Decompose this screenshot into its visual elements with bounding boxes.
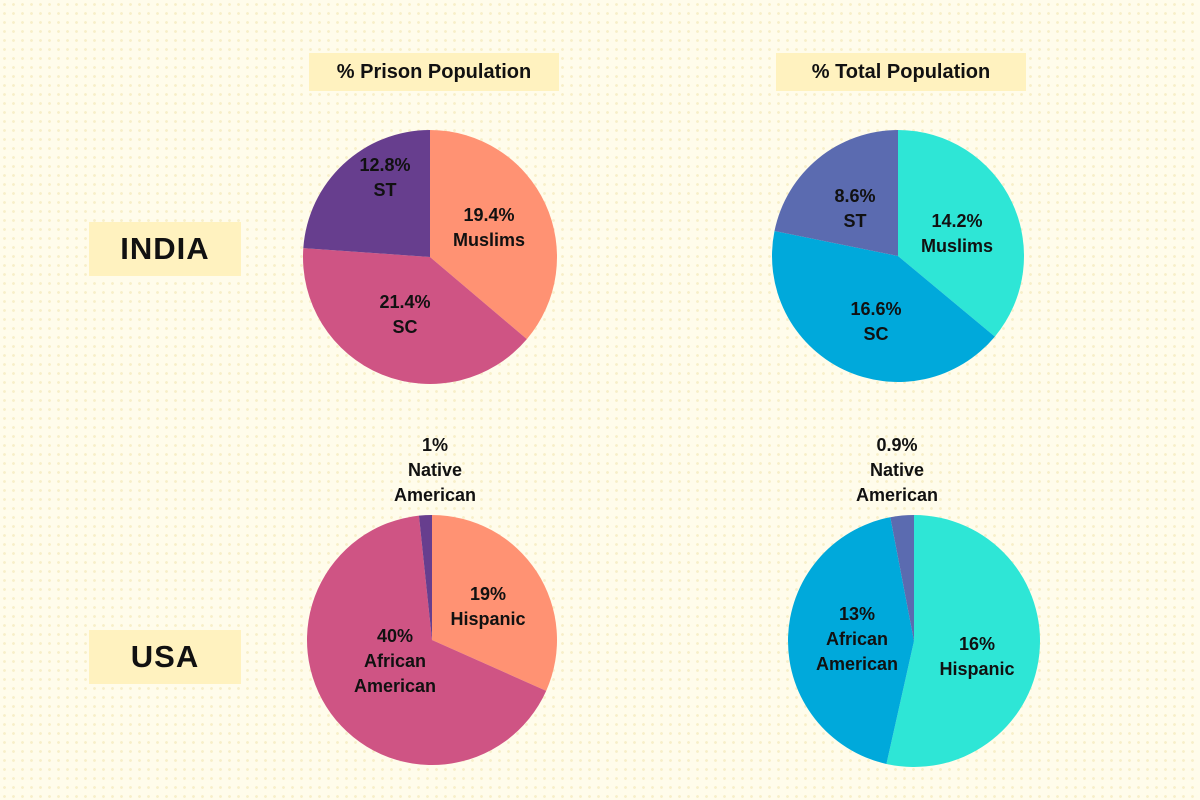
slice-label-line: Hispanic [450,609,526,629]
slice-label: 1% Native American [394,433,476,508]
slice-label-line: ST [843,211,867,231]
slice-label-line: 40% [376,626,414,646]
slice-label-line: African [825,629,889,649]
slice-label-line: ST [373,180,397,200]
slice-label-line: American [855,485,939,505]
slice-label-line: 12.8% [359,155,411,175]
slice-label-line: 21.4% [379,292,431,312]
pie-slice-usa-prison-hispanic [432,515,557,691]
pie-slice-usa-total-hispanic [886,515,1040,767]
slice-label: 14.2% Muslims [921,209,993,259]
slice-label-line: 0.9% [876,435,918,455]
pie-slice-india-total-muslims [898,130,1025,337]
slice-label-line: American [815,654,899,674]
pie-slice-india-total-sc [772,231,995,382]
slice-label-line: 1% [421,435,449,455]
header-prison-population: % Prison Population [309,53,559,91]
slice-label-line: American [353,676,437,696]
slice-label: 12.8% ST [359,153,410,203]
pie-slice-usa-prison-native-american [418,515,432,640]
slice-label: 8.6% ST [834,184,875,234]
slice-label-line: 16% [958,634,996,654]
slice-label-line: SC [863,324,889,344]
slice-label-line: 8.6% [834,186,876,206]
slice-label-line: Muslims [920,236,994,256]
pie-slice-india-prison-muslims [430,130,557,340]
slice-label-line: Native [407,460,463,480]
slice-label-line: African [363,651,427,671]
slice-label-line: 13% [838,604,876,624]
pie-slice-usa-total-african-american [788,517,914,764]
slice-label-line: 16.6% [850,299,902,319]
slice-label: 0.9% Native American [856,433,938,508]
row-label-usa: USA [89,630,241,684]
slice-label-line: 14.2% [931,211,983,231]
pie-slice-usa-total-native-american [890,515,914,641]
slice-label: 40% African American [354,624,436,699]
pie-slice-india-total-st [774,130,898,256]
pie-slice-india-prison-st [303,130,430,257]
header-total-population: % Total Population [776,53,1026,91]
slice-label-line: American [393,485,477,505]
slice-label-line: Muslims [452,230,526,250]
slice-label: 16.6% SC [850,297,901,347]
pie-slice-usa-prison-african-american [307,515,547,765]
slice-label: 16% Hispanic [939,632,1014,682]
slice-label: 19.4% Muslims [453,203,525,253]
slice-label-line: Hispanic [939,659,1015,679]
row-label-india: INDIA [89,222,241,276]
slice-label-line: 19% [469,584,507,604]
slice-label: 13% African American [816,602,898,677]
slice-label: 19% Hispanic [450,582,525,632]
slice-label-line: 19.4% [463,205,515,225]
pie-slice-india-prison-sc [303,248,527,384]
slice-label: 21.4% SC [379,290,430,340]
slice-label-line: Native [869,460,925,480]
slice-label-line: SC [392,317,418,337]
